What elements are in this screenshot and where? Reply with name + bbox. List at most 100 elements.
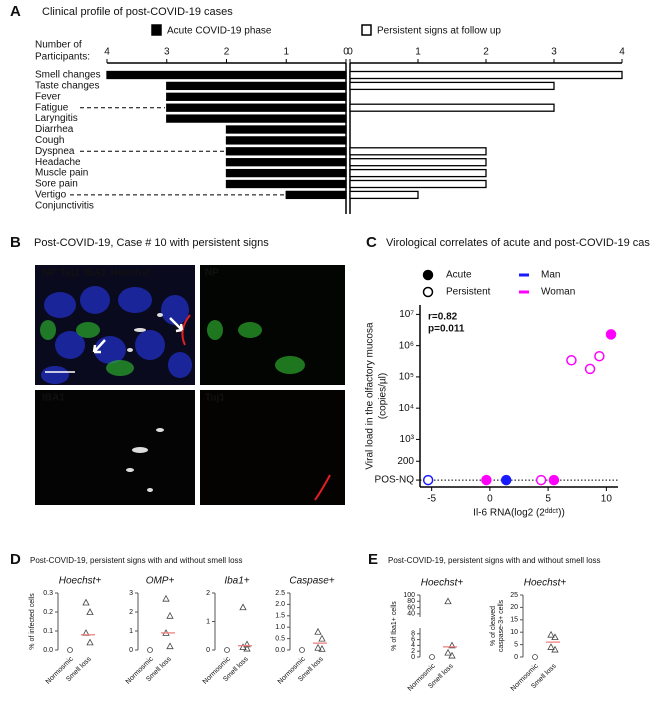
panel-letter: C xyxy=(366,234,377,251)
legend-swatch xyxy=(151,24,162,36)
bar xyxy=(225,179,347,189)
category-label: Cough xyxy=(35,135,64,146)
bar xyxy=(225,147,347,156)
y-tick-label: 0 xyxy=(206,647,210,654)
y-tick-label: POS-NQ xyxy=(375,475,415,486)
point xyxy=(481,474,492,486)
bar xyxy=(225,125,347,134)
bar xyxy=(225,168,347,178)
y-tick-label: 2 xyxy=(411,648,415,655)
bar xyxy=(349,103,555,112)
panel-title: Post-COVID-19, persistent signs with and… xyxy=(30,556,243,565)
point xyxy=(86,608,94,615)
y-axis-label: Viral load in the olfactory mucosa xyxy=(365,322,376,470)
point xyxy=(243,644,251,652)
y-axis-label: % of Iba1+ cells xyxy=(391,601,398,651)
bar xyxy=(349,168,487,178)
point xyxy=(67,647,73,653)
point xyxy=(318,634,326,642)
y-tick-label: 2 xyxy=(129,609,133,616)
point xyxy=(166,642,174,650)
chart-title: Iba1+ xyxy=(224,576,249,587)
bar xyxy=(349,70,623,80)
y-tick-label: 0.3 xyxy=(43,590,53,597)
legend-label: Persistent xyxy=(446,287,491,298)
y-tick-label: 10⁴ xyxy=(399,403,414,414)
axis-label: Number of xyxy=(35,40,82,51)
x-tick-label: 10 xyxy=(601,494,613,505)
legend-label: Persistent signs at follow up xyxy=(377,26,501,37)
point xyxy=(314,643,322,651)
channel-label: IBA1 xyxy=(42,393,65,404)
x-tick-label: 0 xyxy=(347,47,353,58)
point xyxy=(448,641,456,649)
channel-label: NP xyxy=(205,268,219,279)
y-tick-label: 1 xyxy=(129,628,133,635)
category-label: Conjunctivitis xyxy=(35,200,94,211)
x-tick-label: 3 xyxy=(164,47,170,58)
x-tick-label: 1 xyxy=(415,47,421,58)
x-tick-label: 3 xyxy=(551,47,557,58)
point xyxy=(548,474,560,486)
nuclei xyxy=(41,286,192,384)
bar xyxy=(349,147,487,156)
chart-title: OMP+ xyxy=(146,576,175,587)
y-tick-label: 4 xyxy=(411,642,415,649)
tuj1-signal xyxy=(181,314,191,346)
y-tick-label: 2.0 xyxy=(275,601,285,608)
x-tick-label: 2 xyxy=(483,47,489,58)
legend-label: Man xyxy=(541,270,560,281)
channel-label: Tuj1 xyxy=(205,393,225,404)
y-tick-label: 0.0 xyxy=(43,647,53,654)
y-tick-label: 0.2 xyxy=(43,609,53,616)
y-tick-label: 0.5 xyxy=(275,635,285,642)
y-tick-label: 20 xyxy=(510,604,518,611)
bar xyxy=(106,70,347,80)
point xyxy=(605,329,617,340)
category-label: Laryngitis xyxy=(35,113,78,124)
chart-title: Hoechst+ xyxy=(59,576,102,587)
channel-label: Tuj1 xyxy=(60,268,80,279)
microscopy xyxy=(35,265,345,505)
x-tick-label: 4 xyxy=(104,47,110,58)
image-tile xyxy=(35,390,195,505)
y-tick-label: 2.5 xyxy=(275,590,285,597)
bar xyxy=(349,81,555,91)
point xyxy=(584,363,596,375)
category-label: Fever xyxy=(35,91,61,102)
y-tick-label: 1 xyxy=(206,618,210,625)
point xyxy=(444,648,452,656)
bar xyxy=(166,114,347,123)
chart-title: Hoechst+ xyxy=(421,578,464,589)
x-tick-label: 0 xyxy=(343,47,349,58)
arrow xyxy=(92,339,106,354)
chart-title: Virological correlates of acute and post… xyxy=(386,237,650,249)
y-axis-label: (copies/µl) xyxy=(378,373,389,419)
y-tick-label: 10⁶ xyxy=(399,340,414,351)
y-tick-label: 200 xyxy=(397,456,414,467)
category-label: Muscle pain xyxy=(35,168,88,179)
point xyxy=(547,630,555,638)
x-tick-label: 4 xyxy=(619,47,625,58)
bar xyxy=(349,190,419,200)
image-tile xyxy=(200,265,345,385)
bar xyxy=(349,179,487,189)
y-tick-label: 0.0 xyxy=(275,647,285,654)
y-tick-label: 10⁵ xyxy=(399,372,414,383)
bar xyxy=(166,92,347,101)
category-label: Taste changes xyxy=(35,81,100,92)
point xyxy=(566,355,577,366)
legend-marker xyxy=(422,286,434,298)
legend-swatch xyxy=(361,24,372,36)
y-tick-label: 0 xyxy=(514,654,518,661)
point xyxy=(318,645,326,652)
y-tick-label: 100 xyxy=(403,592,415,599)
legend-label: Woman xyxy=(541,287,575,298)
y-tick-label: 3 xyxy=(129,590,133,597)
point xyxy=(314,627,322,635)
x-tick-label: 1 xyxy=(283,47,289,58)
chart-title: Caspase+ xyxy=(289,576,334,587)
y-tick-label: 6 xyxy=(411,636,415,643)
y-tick-label: 1.0 xyxy=(275,624,285,631)
iba1-signal xyxy=(126,313,164,492)
